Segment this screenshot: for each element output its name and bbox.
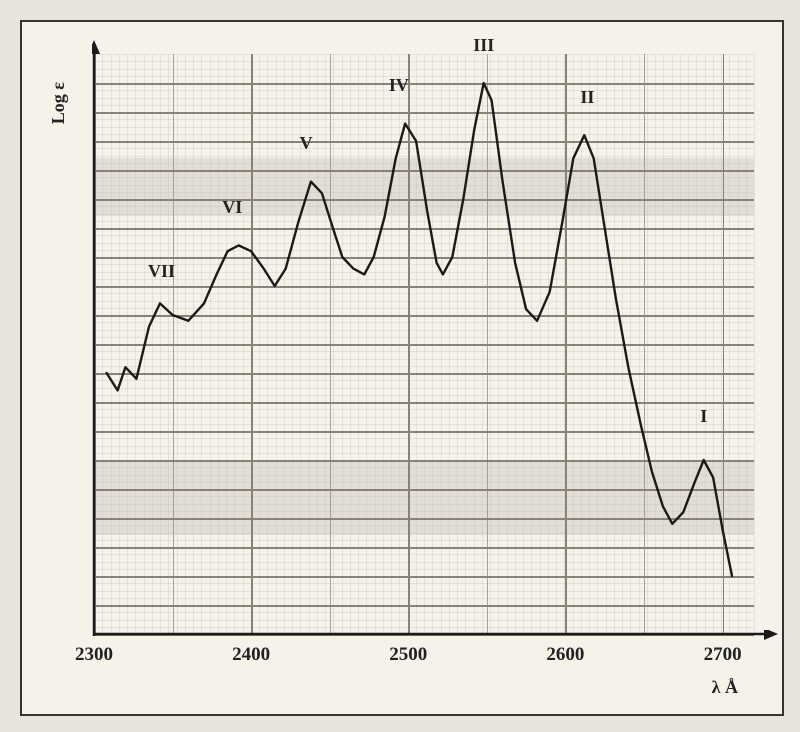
peak-label-vi: VI: [222, 197, 242, 218]
x-axis-label: λ Å: [712, 677, 738, 698]
peak-label-ii: II: [580, 87, 594, 108]
x-tick-label: 2500: [389, 644, 427, 666]
y-axis-label: Log ε: [48, 82, 69, 124]
x-tick-label: 2300: [75, 644, 113, 666]
spectrum-curve: [94, 54, 754, 634]
x-tick-label: 2400: [232, 644, 270, 666]
peak-label-vii: VII: [148, 261, 175, 282]
peak-label-v: V: [300, 133, 313, 154]
chart-frame: VIIVIVIVIIIIII Log ε λ Å 230024002500260…: [20, 20, 784, 716]
x-axis-arrow: [90, 630, 778, 644]
peak-label-iii: III: [473, 35, 494, 56]
x-tick-label: 2600: [546, 644, 584, 666]
peak-label-i: I: [700, 406, 707, 427]
grid-line-minor-v: [754, 54, 755, 634]
peak-label-iv: IV: [389, 75, 409, 96]
y-axis-arrow: [92, 40, 106, 640]
x-tick-label: 2700: [704, 644, 742, 666]
plot-area: VIIVIVIVIIIIII: [94, 54, 754, 634]
